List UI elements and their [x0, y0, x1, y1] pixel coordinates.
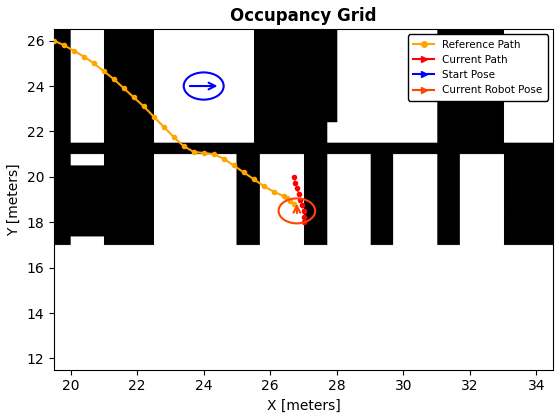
Y-axis label: Y [meters]: Y [meters] — [7, 163, 21, 236]
X-axis label: X [meters]: X [meters] — [267, 399, 340, 413]
Title: Occupancy Grid: Occupancy Grid — [230, 7, 377, 25]
Legend: Reference Path, Current Path, Start Pose, Current Robot Pose: Reference Path, Current Path, Start Pose… — [408, 34, 548, 100]
